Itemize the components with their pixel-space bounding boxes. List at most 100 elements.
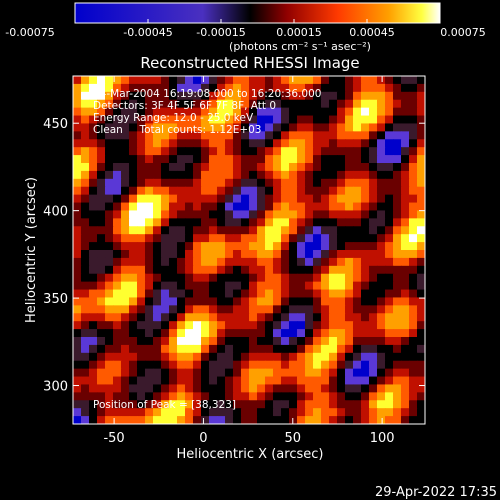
heatmap-cell [417,257,425,267]
heatmap-cell [353,163,362,172]
heatmap-cell [273,297,282,306]
heatmap-cell [353,305,362,314]
heatmap-cell [353,384,362,393]
heatmap-cell [137,344,146,354]
heatmap-cell [145,250,154,259]
heatmap-cell [233,131,242,140]
heatmap-cell [281,329,290,338]
heatmap-cell [97,226,106,235]
footer-timestamp: 29-Apr-2022 17:35 [375,485,497,500]
heatmap-cell [241,250,250,259]
heatmap-cell [233,163,242,172]
heatmap-cell [353,329,362,338]
heatmap-cell [361,257,370,267]
heatmap-cell [409,210,418,219]
heatmap-cell [177,155,186,164]
heatmap-cell [129,321,138,330]
heatmap-cell [177,107,186,117]
heatmap-cell [169,313,178,322]
heatmap-cell [417,99,425,109]
heatmap-cell [265,297,274,306]
heatmap-cell [209,76,218,85]
heatmap-cell [265,131,274,140]
heatmap-cell [305,170,314,180]
heatmap-cell [265,202,274,212]
heatmap-cell [385,281,394,291]
heatmap-cell [225,297,234,306]
heatmap-cell [209,147,218,156]
heatmap-cell [393,250,402,259]
heatmap-cell [89,147,98,156]
heatmap-cell [81,281,90,291]
heatmap-cell [273,376,282,386]
heatmap-cell [161,210,170,219]
heatmap-cell [417,91,425,101]
heatmap-cell [209,257,218,267]
heatmap-cell [201,321,210,330]
heatmap-cell [113,352,122,362]
heatmap-cell [409,202,418,212]
colorbar [74,2,441,24]
heatmap-cell [201,305,210,314]
heatmap-cell [321,139,330,148]
heatmap-cell [233,368,242,378]
heatmap-cell [121,170,130,180]
heatmap-cell [185,170,194,180]
heatmap-cell [281,202,290,212]
heatmap-cell [265,194,274,204]
heatmap-cell [345,281,354,291]
heatmap-cell [185,76,194,85]
heatmap-cell [225,408,234,417]
heatmap-cell [201,392,210,401]
heatmap-cell [121,344,130,354]
heatmap-cell [305,91,314,101]
heatmap-cell [353,242,362,251]
heatmap-cell [329,107,338,117]
heatmap-cell [345,170,354,180]
heatmap-cell [401,99,410,109]
heatmap-cell [193,186,202,196]
heatmap-cell [377,76,386,85]
heatmap-cell [281,313,290,322]
heatmap-cell [249,76,258,85]
heatmap-cell [137,408,146,417]
heatmap-cell [97,416,106,424]
heatmap-cell [129,273,138,283]
heatmap-cell [105,242,114,251]
heatmap-cell [161,170,170,180]
heatmap-cell [105,313,114,322]
heatmap-cell [361,131,370,140]
heatmap-cell [305,376,314,386]
heatmap-cell [113,218,122,227]
heatmap-cell [153,273,162,283]
heatmap-cell [161,139,170,148]
heatmap-cell [345,210,354,219]
heatmap-cell [161,297,170,306]
heatmap-cell [113,281,122,291]
heatmap-cell [137,313,146,322]
heatmap-cell [129,218,138,227]
heatmap-cell [401,376,410,386]
heatmap-cell [265,186,274,196]
heatmap-cell [217,210,226,219]
heatmap-cell [289,400,298,409]
heatmap-cell [73,155,82,164]
heatmap-cell [257,83,266,93]
heatmap-cell [145,416,154,424]
heatmap-cell [225,202,234,212]
heatmap-cell [297,202,306,212]
heatmap-cell [177,170,186,180]
heatmap-cell [297,376,306,386]
heatmap-cell [305,305,314,314]
heatmap-cell [297,289,306,299]
heatmap-cell [177,115,186,125]
heatmap-cell [209,226,218,235]
heatmap-cell [401,281,410,291]
heatmap-cell [73,115,82,125]
heatmap-cell [409,83,418,93]
heatmap-cell [377,210,386,219]
heatmap-cell [377,392,386,401]
heatmap-cell [97,242,106,251]
heatmap-cell [361,400,370,409]
heatmap-cell [145,76,154,85]
